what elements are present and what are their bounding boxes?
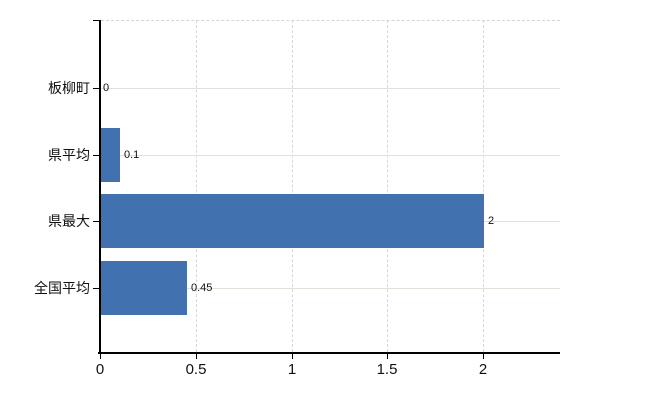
vertical-gridline [292, 20, 293, 352]
vertical-gridline [387, 20, 388, 352]
x-axis-tick [387, 354, 388, 359]
x-axis-line [98, 352, 560, 354]
y-axis-tick [93, 288, 100, 289]
x-axis-tick [483, 354, 484, 359]
category-label-板柳町: 板柳町 [48, 80, 90, 96]
plot-top-border [101, 20, 560, 21]
vertical-gridline [483, 20, 484, 352]
bar-県平均[interactable] [101, 128, 120, 182]
x-axis-tick [100, 354, 101, 359]
vertical-gridline [196, 20, 197, 352]
bar-県最大[interactable] [101, 194, 484, 248]
bar-全国平均[interactable] [101, 261, 187, 315]
y-axis-tick [93, 155, 100, 156]
y-axis-tick [93, 221, 100, 222]
x-axis-tick-label: 1.5 [376, 361, 398, 378]
bar-value-label: 0.45 [191, 282, 213, 294]
y-axis-line [99, 20, 101, 354]
horizontal-gridline [101, 288, 560, 289]
x-axis-tick-label: 1 [287, 361, 297, 378]
x-axis-tick [196, 354, 197, 359]
x-axis-tick-label: 2 [478, 361, 488, 378]
category-label-全国平均: 全国平均 [34, 280, 90, 296]
horizontal-gridline [101, 88, 560, 89]
bar-value-label: 0 [103, 82, 110, 94]
x-axis-tick-label: 0.5 [185, 361, 207, 378]
x-axis-tick-label: 0 [95, 361, 105, 378]
y-axis-tick [93, 88, 100, 89]
bar-value-label: 2 [488, 215, 495, 227]
bar-value-label: 0.1 [124, 149, 140, 161]
y-axis-tick [93, 20, 100, 21]
category-label-県平均: 県平均 [48, 147, 90, 163]
x-axis-tick [292, 354, 293, 359]
horizontal-gridline [101, 155, 560, 156]
category-label-県最大: 県最大 [48, 213, 90, 229]
